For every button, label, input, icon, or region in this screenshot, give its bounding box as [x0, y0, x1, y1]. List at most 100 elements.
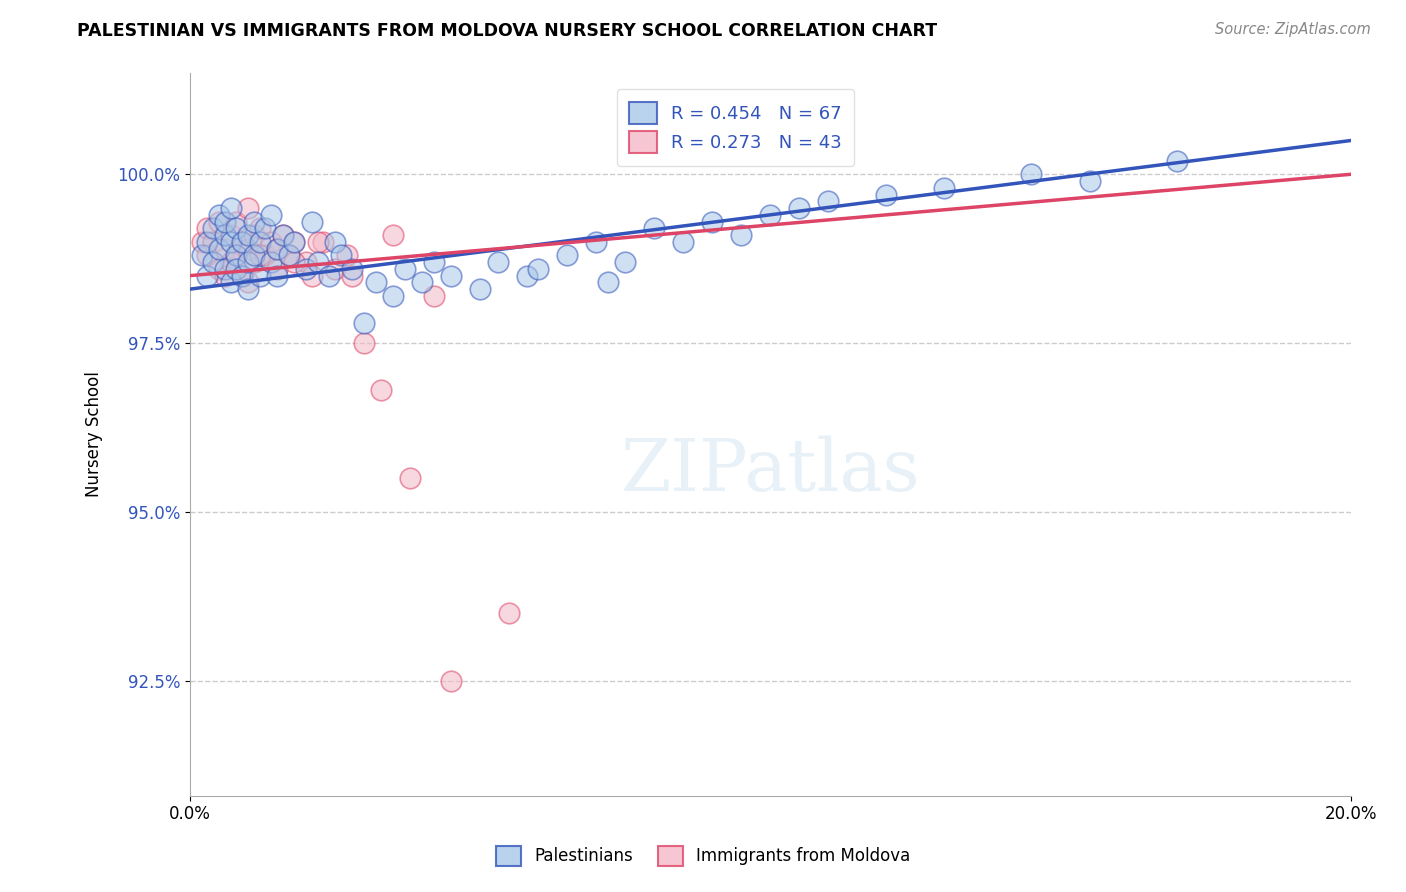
Point	[295, 261, 318, 276]
Point	[307, 235, 329, 249]
Point	[214, 228, 236, 243]
Point	[236, 242, 259, 256]
Point	[370, 384, 392, 398]
Point	[219, 228, 242, 243]
Point	[440, 673, 463, 688]
Point	[266, 242, 288, 256]
Point	[394, 261, 416, 276]
Point	[468, 282, 491, 296]
Point	[614, 255, 637, 269]
Point	[208, 242, 231, 256]
Point	[498, 607, 520, 621]
Point	[236, 276, 259, 290]
Point	[342, 268, 364, 283]
Point	[353, 316, 375, 330]
Point	[283, 235, 305, 249]
Point	[225, 248, 247, 262]
Point	[1166, 153, 1188, 168]
Point	[231, 235, 253, 249]
Point	[249, 235, 271, 249]
Point	[249, 268, 271, 283]
Point	[643, 221, 665, 235]
Point	[323, 235, 346, 249]
Point	[295, 255, 318, 269]
Point	[1078, 174, 1101, 188]
Point	[312, 235, 335, 249]
Point	[208, 214, 231, 228]
Point	[585, 235, 607, 249]
Point	[759, 208, 782, 222]
Legend: Palestinians, Immigrants from Moldova: Palestinians, Immigrants from Moldova	[482, 832, 924, 880]
Point	[231, 268, 253, 283]
Point	[323, 261, 346, 276]
Point	[672, 235, 695, 249]
Point	[214, 214, 236, 228]
Point	[190, 248, 212, 262]
Point	[382, 289, 405, 303]
Point	[382, 228, 405, 243]
Point	[422, 255, 444, 269]
Point	[231, 235, 253, 249]
Point	[242, 255, 264, 269]
Point	[219, 235, 242, 249]
Point	[202, 235, 225, 249]
Point	[202, 221, 225, 235]
Point	[277, 248, 299, 262]
Point	[249, 248, 271, 262]
Point	[214, 242, 236, 256]
Point	[195, 235, 218, 249]
Point	[329, 248, 352, 262]
Point	[202, 255, 225, 269]
Point	[1021, 167, 1043, 181]
Point	[283, 235, 305, 249]
Point	[214, 268, 236, 283]
Y-axis label: Nursery School: Nursery School	[86, 371, 103, 498]
Point	[399, 471, 422, 485]
Point	[934, 181, 956, 195]
Text: PALESTINIAN VS IMMIGRANTS FROM MOLDOVA NURSERY SCHOOL CORRELATION CHART: PALESTINIAN VS IMMIGRANTS FROM MOLDOVA N…	[77, 22, 938, 40]
Point	[231, 268, 253, 283]
Point	[225, 261, 247, 276]
Point	[249, 221, 271, 235]
Point	[266, 268, 288, 283]
Point	[353, 336, 375, 351]
Point	[236, 201, 259, 215]
Point	[336, 248, 359, 262]
Point	[219, 255, 242, 269]
Point	[242, 228, 264, 243]
Point	[702, 214, 724, 228]
Point	[440, 268, 463, 283]
Point	[301, 268, 323, 283]
Point	[260, 255, 283, 269]
Point	[225, 248, 247, 262]
Point	[318, 268, 340, 283]
Point	[219, 276, 242, 290]
Point	[307, 255, 329, 269]
Point	[271, 228, 294, 243]
Point	[236, 282, 259, 296]
Point	[411, 276, 433, 290]
Text: ZIPatlas: ZIPatlas	[620, 435, 920, 506]
Point	[254, 248, 277, 262]
Point	[789, 201, 811, 215]
Point	[195, 248, 218, 262]
Point	[266, 261, 288, 276]
Point	[260, 208, 283, 222]
Point	[301, 214, 323, 228]
Point	[260, 235, 283, 249]
Point	[875, 187, 897, 202]
Point	[208, 261, 231, 276]
Point	[254, 221, 277, 235]
Point	[730, 228, 752, 243]
Point	[266, 242, 288, 256]
Point	[195, 221, 218, 235]
Point	[225, 221, 247, 235]
Point	[283, 255, 305, 269]
Point	[271, 228, 294, 243]
Point	[208, 208, 231, 222]
Point	[277, 248, 299, 262]
Point	[515, 268, 537, 283]
Legend: R = 0.454   N = 67, R = 0.273   N = 43: R = 0.454 N = 67, R = 0.273 N = 43	[617, 89, 855, 166]
Point	[596, 276, 619, 290]
Point	[817, 194, 839, 209]
